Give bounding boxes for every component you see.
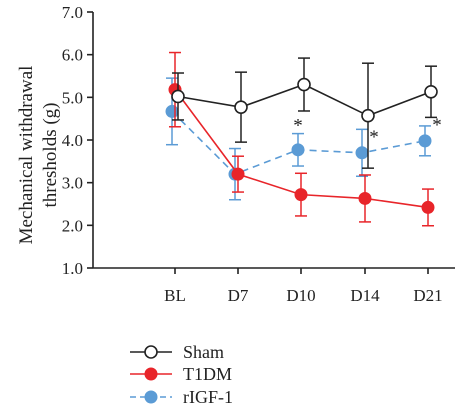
legend-item-t1dm: T1DM [130,364,232,384]
y-axis-title: Mechanical withdrawal thresholds (g) [16,66,61,245]
legend-marker [144,367,158,381]
x-tick-label: BL [164,286,186,305]
data-point [234,100,248,114]
y-tick-label: 3.0 [62,174,83,193]
data-point [355,146,369,160]
data-point [294,188,308,202]
y-tick-label: 5.0 [62,88,83,107]
data-point [291,143,305,157]
series-t1dm [168,51,435,227]
x-tick-label: D10 [286,286,315,305]
significance-marker: * [369,127,379,148]
x-tick-label: D21 [413,286,442,305]
legend-label: Sham [183,342,224,362]
data-point [358,191,372,205]
x-tick-label: D7 [228,286,249,305]
x-tick-label: D14 [350,286,380,305]
series-rigf-1 [165,77,432,201]
data-point [421,200,435,214]
data-point [297,77,311,92]
axes: 1.0 2.0 3.0 4.0 5.0 6.0 7.0 BL D7 D10 D14 D21 [62,3,455,305]
significance-marker: * [293,116,303,137]
y-tick-label: 7.0 [62,3,83,22]
y-axis-title-line-1: Mechanical withdrawal [16,66,37,245]
y-axis-title-line-2: thresholds (g) [40,102,61,207]
data-point [165,104,179,118]
y-tick-label: 6.0 [62,46,83,65]
legend-label: rIGF-1 [183,387,233,407]
annotation-layer: * * * [293,115,442,148]
data-point [171,89,185,104]
y-tick-label: 1.0 [62,259,83,278]
series-layer [165,51,438,227]
data-point [361,108,375,123]
data-point [424,84,438,99]
series-sham [171,57,438,169]
legend-marker [144,390,158,404]
legend-marker [144,345,158,359]
y-tick-label: 2.0 [62,216,83,235]
data-point [418,134,432,148]
legend-item-rigf-1: rIGF-1 [130,387,233,407]
y-tick-label: 4.0 [62,131,83,150]
legend-item-sham: Sham [130,342,224,362]
data-point [231,167,245,181]
significance-marker: * [432,115,442,136]
legend-label: T1DM [183,364,232,384]
